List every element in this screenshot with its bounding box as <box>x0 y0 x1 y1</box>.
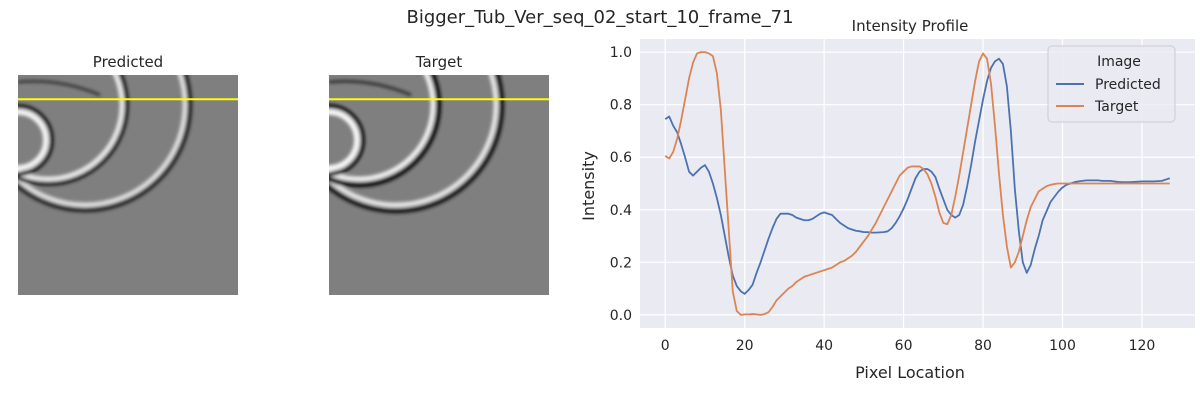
figure-title: Bigger_Tub_Ver_seq_02_start_10_frame_71 <box>406 7 793 28</box>
predicted-panel-title: Predicted <box>93 53 163 71</box>
x-tick-label: 40 <box>815 338 833 354</box>
x-tick-label: 120 <box>1129 338 1156 354</box>
legend-label-target: Target <box>1094 99 1139 115</box>
y-tick-label: 0.4 <box>610 203 632 219</box>
target-panel-title: Target <box>415 53 463 71</box>
x-tick-label: 0 <box>661 338 670 354</box>
x-tick-label: 100 <box>1049 338 1076 354</box>
legend-box <box>1047 45 1176 123</box>
legend: Image Predicted Target <box>1047 45 1176 123</box>
x-tick-label: 80 <box>974 338 992 354</box>
y-tick-label: 0.8 <box>610 98 632 114</box>
series-line-predicted <box>664 57 1171 295</box>
y-tick-label: 0.0 <box>610 308 632 324</box>
y-tick-label: 0.6 <box>610 150 632 166</box>
x-axis-label: Pixel Location <box>855 363 965 382</box>
chart-title: Intensity Profile <box>852 17 969 35</box>
y-tick-label: 0.2 <box>610 255 632 271</box>
series-lines <box>664 51 1171 316</box>
x-tick-label: 60 <box>895 338 913 354</box>
legend-label-predicted: Predicted <box>1095 77 1161 93</box>
predicted-image <box>18 75 238 295</box>
y-axis-label: Intensity <box>579 151 598 221</box>
x-tick-labels: 0 20 40 60 80 100 120 <box>661 338 1156 354</box>
series-line-target <box>664 51 1170 316</box>
y-tick-label: 1.0 <box>610 45 632 61</box>
legend-title: Image <box>1097 54 1141 70</box>
target-image <box>329 75 549 295</box>
y-tick-labels: 0.0 0.2 0.4 0.6 0.8 1.0 <box>610 45 632 324</box>
x-tick-label: 20 <box>736 338 754 354</box>
